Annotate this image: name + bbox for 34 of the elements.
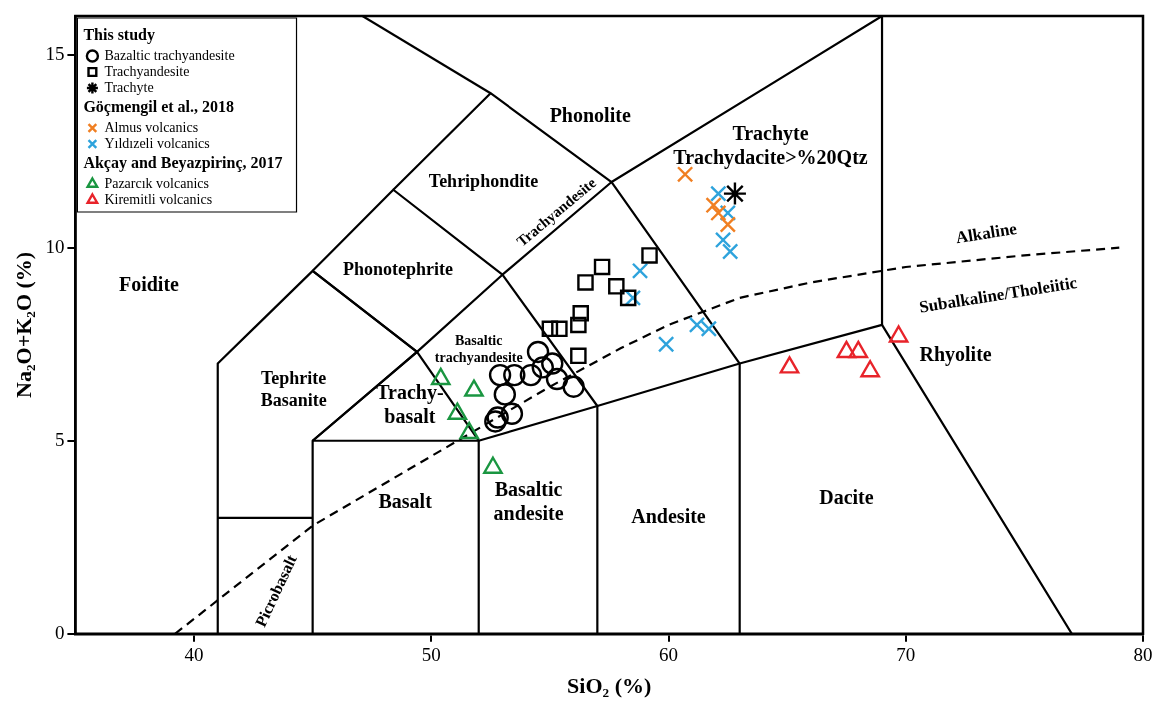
annotation: Basaltic trachyandesite xyxy=(434,333,523,366)
annotation: Göçmengil et al., 2018 xyxy=(83,98,235,117)
legend-label: Bazaltic trachyandesite xyxy=(104,47,235,63)
legend-label: Almus volcanics xyxy=(104,119,199,135)
x-axis-title: SiO₂ (%) xyxy=(567,673,652,699)
annotation: Tephrite Basanite xyxy=(260,368,327,410)
annotation: Alkaline xyxy=(954,218,1019,248)
y-tick-label: 5 xyxy=(54,428,65,450)
annotation: Trachy- basalt xyxy=(376,381,444,428)
annotation: Basaltic andesite xyxy=(493,477,564,524)
annotation: This study xyxy=(83,26,155,45)
annotation: Foidite xyxy=(118,273,180,296)
annotation: Rhyolite xyxy=(919,342,992,366)
annotation: Basalt xyxy=(378,489,433,512)
annotation: Phonotephrite xyxy=(343,259,454,280)
legend-label: Trachyandesite xyxy=(104,63,190,79)
legend-label: Trachyte xyxy=(104,79,154,95)
x-tick-label: 50 xyxy=(421,644,441,666)
x-tick-label: 70 xyxy=(896,644,916,666)
legend-label: Pazarcık volcanics xyxy=(104,175,209,191)
legend-label: Kiremitli volcanics xyxy=(104,191,213,207)
annotation: Andesite xyxy=(631,505,706,528)
y-axis-title: Na₂O+K₂O (%) xyxy=(10,251,36,398)
x-tick-label: 60 xyxy=(659,644,679,666)
annotation: Dacite xyxy=(819,485,874,508)
annotation: Trachyte Trachydacite>%20Qtz xyxy=(673,122,868,170)
y-tick-label: 15 xyxy=(45,42,65,64)
annotation: Akçay and Beyazpirinç, 2017 xyxy=(83,154,283,173)
x-tick-label: 80 xyxy=(1133,644,1153,666)
y-tick-label: 0 xyxy=(54,621,65,643)
legend-label: Yıldızeli volcanics xyxy=(104,135,210,151)
annotation: Phonolite xyxy=(549,103,631,126)
x-tick-label: 40 xyxy=(184,644,204,666)
y-tick-label: 10 xyxy=(45,235,65,257)
